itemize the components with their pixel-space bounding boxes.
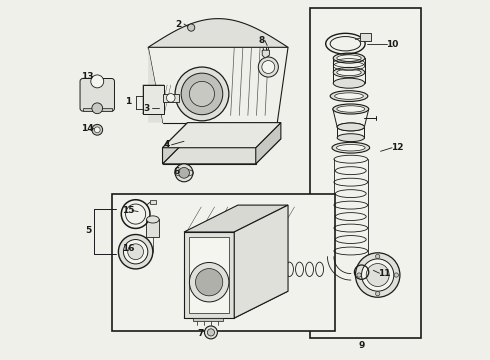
Text: 14: 14 xyxy=(81,123,94,132)
Polygon shape xyxy=(234,205,288,318)
Polygon shape xyxy=(163,139,281,164)
Polygon shape xyxy=(256,123,281,164)
Circle shape xyxy=(190,81,215,107)
Circle shape xyxy=(366,264,389,287)
Ellipse shape xyxy=(333,67,365,77)
Bar xyxy=(361,33,371,41)
Polygon shape xyxy=(163,123,188,164)
Circle shape xyxy=(375,292,380,296)
Circle shape xyxy=(181,73,223,115)
Text: 16: 16 xyxy=(122,244,135,253)
Bar xyxy=(112,194,335,330)
FancyBboxPatch shape xyxy=(80,78,115,111)
Text: 15: 15 xyxy=(122,206,135,215)
Ellipse shape xyxy=(337,69,361,76)
Ellipse shape xyxy=(333,78,365,88)
Ellipse shape xyxy=(337,144,365,151)
Bar xyxy=(150,200,156,204)
Text: 3: 3 xyxy=(143,104,149,113)
Ellipse shape xyxy=(337,55,361,61)
Ellipse shape xyxy=(147,216,159,223)
Circle shape xyxy=(375,254,380,258)
Text: 5: 5 xyxy=(85,226,91,235)
Polygon shape xyxy=(148,47,163,123)
Circle shape xyxy=(119,234,153,269)
Ellipse shape xyxy=(330,91,368,102)
Text: 4: 4 xyxy=(164,140,170,149)
Polygon shape xyxy=(184,232,234,318)
Circle shape xyxy=(92,103,102,114)
Circle shape xyxy=(175,164,193,182)
Polygon shape xyxy=(83,108,112,111)
Polygon shape xyxy=(190,237,229,313)
Ellipse shape xyxy=(337,123,365,131)
Bar xyxy=(143,85,164,114)
Bar xyxy=(310,8,421,338)
Polygon shape xyxy=(147,220,159,237)
Circle shape xyxy=(188,24,195,31)
Ellipse shape xyxy=(337,106,365,112)
Ellipse shape xyxy=(337,134,365,141)
Text: 6: 6 xyxy=(173,167,179,176)
Polygon shape xyxy=(184,291,288,318)
Polygon shape xyxy=(184,205,288,232)
Circle shape xyxy=(258,57,278,77)
Circle shape xyxy=(355,253,400,297)
Circle shape xyxy=(357,273,361,277)
Ellipse shape xyxy=(332,142,369,153)
Circle shape xyxy=(196,269,223,296)
Ellipse shape xyxy=(335,93,364,99)
Circle shape xyxy=(262,60,275,73)
Polygon shape xyxy=(148,19,288,47)
Circle shape xyxy=(128,244,144,260)
Text: 8: 8 xyxy=(258,36,264,45)
Circle shape xyxy=(179,167,190,178)
Text: 13: 13 xyxy=(81,72,94,81)
Circle shape xyxy=(92,125,102,135)
Circle shape xyxy=(123,239,148,264)
Polygon shape xyxy=(163,94,179,102)
Text: 7: 7 xyxy=(197,329,203,338)
Text: 9: 9 xyxy=(358,341,365,350)
Circle shape xyxy=(91,75,104,88)
Circle shape xyxy=(190,262,229,302)
Circle shape xyxy=(95,127,100,133)
Circle shape xyxy=(167,94,175,102)
Polygon shape xyxy=(163,123,281,148)
Circle shape xyxy=(394,273,398,277)
Ellipse shape xyxy=(337,123,365,131)
Circle shape xyxy=(362,259,394,291)
Ellipse shape xyxy=(333,53,365,63)
Polygon shape xyxy=(193,318,223,320)
Text: 12: 12 xyxy=(391,143,404,152)
Circle shape xyxy=(175,67,229,121)
Ellipse shape xyxy=(333,104,368,114)
Polygon shape xyxy=(262,50,270,58)
Text: 10: 10 xyxy=(386,40,398,49)
Circle shape xyxy=(207,329,215,336)
Polygon shape xyxy=(163,148,256,164)
Text: 2: 2 xyxy=(175,19,182,28)
Circle shape xyxy=(204,326,218,339)
Text: 1: 1 xyxy=(125,96,132,105)
Text: 11: 11 xyxy=(378,269,391,278)
